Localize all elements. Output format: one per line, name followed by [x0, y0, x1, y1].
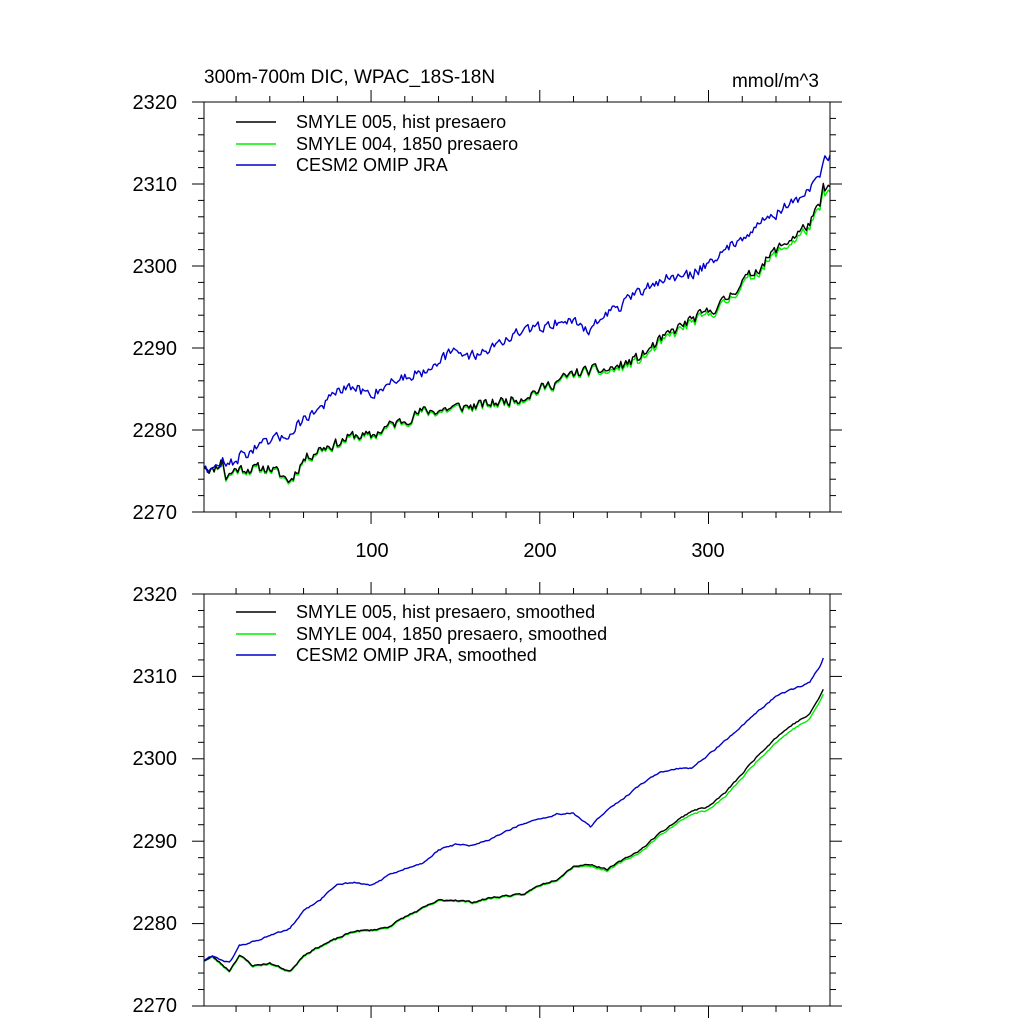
bottom-series-line-jra [203, 657, 824, 963]
top-plot-frame [203, 101, 831, 513]
bottom-axis-ticks [192, 582, 842, 1018]
top-ytick-label-2280: 2280 [133, 420, 178, 442]
bottom-plot-frame [203, 593, 831, 1007]
bottom-legend-label-hist: SMYLE 005, hist presaero, smoothed [296, 602, 595, 622]
bottom-ytick-label-2290: 2290 [133, 831, 178, 853]
top-chart-title: 300m-700m DIC, WPAC_18S-18N [204, 67, 495, 88]
bottom-series-group [203, 657, 824, 973]
bottom-series-line-hist [203, 688, 824, 972]
bottom-series-line-p1850 [203, 693, 824, 973]
top-ytick-label-2320: 2320 [133, 92, 178, 114]
top-xtick-label-200: 200 [523, 540, 556, 562]
top-chart-units: mmol/m^3 [732, 71, 819, 92]
top-ytick-label-2310: 2310 [133, 174, 178, 196]
bottom-ytick-label-2270: 2270 [133, 995, 178, 1017]
bottom-panel: 2270 2280 2290 2300 2310 2320 SMYLE 005,… [133, 582, 842, 1018]
top-series-group [203, 154, 831, 485]
top-series-line-p1850 [203, 187, 831, 485]
bottom-ytick-label-2310: 2310 [133, 666, 178, 688]
top-ytick-label-2270: 2270 [133, 502, 178, 524]
top-series-line-hist [203, 182, 831, 483]
top-legend: SMYLE 005, hist presaero SMYLE 004, 1850… [236, 112, 518, 175]
top-ytick-label-2300: 2300 [133, 256, 178, 278]
top-legend-label-1850: SMYLE 004, 1850 presaero [296, 134, 518, 154]
bottom-legend-label-1850: SMYLE 004, 1850 presaero, smoothed [296, 624, 607, 644]
bottom-ytick-label-2280: 2280 [133, 913, 178, 935]
bottom-legend: SMYLE 005, hist presaero, smoothed SMYLE… [236, 602, 607, 665]
top-panel: 300m-700m DIC, WPAC_18S-18N mmol/m^3 227… [133, 67, 842, 562]
bottom-ytick-label-2300: 2300 [133, 748, 178, 770]
top-xtick-label-300: 300 [691, 540, 724, 562]
top-xtick-label-100: 100 [355, 540, 388, 562]
top-ytick-label-2290: 2290 [133, 338, 178, 360]
top-series-line-jra [203, 154, 831, 473]
top-axis-ticks [192, 90, 842, 524]
top-legend-label-hist: SMYLE 005, hist presaero [296, 112, 506, 132]
bottom-legend-label-jra: CESM2 OMIP JRA, smoothed [296, 645, 537, 665]
bottom-ytick-label-2320: 2320 [133, 584, 178, 606]
top-legend-label-jra: CESM2 OMIP JRA [296, 155, 448, 175]
